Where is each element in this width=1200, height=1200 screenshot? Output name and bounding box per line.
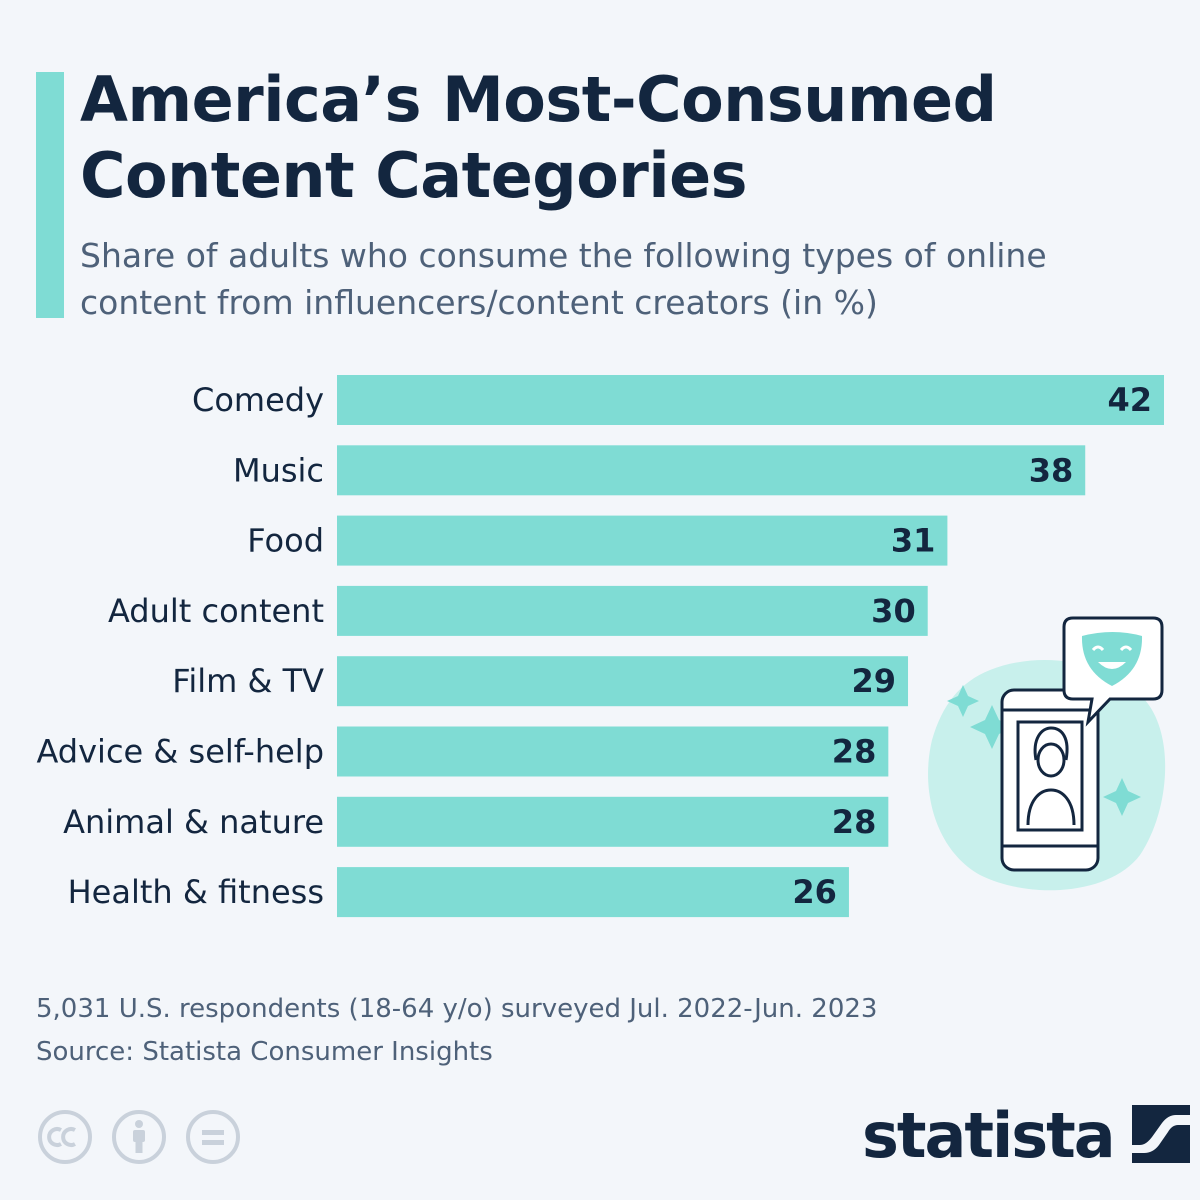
statista-logo-icon [1131,1105,1190,1167]
creative-commons-icon[interactable] [36,1108,94,1166]
chart-subtitle: Share of adults who consume the followin… [80,232,1170,326]
bar [337,656,909,707]
chart-title-line-1: America’s Most-Consumed [80,63,997,136]
statista-brand[interactable]: statista [862,1100,1190,1172]
license-icons [36,1108,242,1166]
chart-title: America’s Most-Consumed Content Categori… [80,62,1160,214]
category-label: Film & TV [172,662,324,700]
bar-value-label: 28 [832,733,877,771]
source-note: Source: Statista Consumer Insights [36,1037,493,1067]
bar-value-label: 31 [891,522,936,560]
category-label: Adult content [108,592,324,630]
creator-illustration [920,610,1180,904]
category-label: Health & fitness [68,873,324,911]
bar [337,445,1086,496]
category-label: Comedy [192,381,324,419]
category-label: Animal & nature [63,803,324,841]
category-label: Music [233,451,324,489]
bar [337,726,889,777]
bar [337,375,1164,425]
bar-chart: Comedy 42 Music 38 Food 31 Adult content 30 Film… [36,375,1164,918]
accent-bar [36,72,64,318]
category-label: Food [247,522,324,560]
no-derivatives-icon[interactable] [184,1108,242,1166]
bar [337,515,948,566]
comedy-mask-icon [1081,632,1143,686]
sparkle-icon [947,685,1141,816]
person-icon [1016,720,1084,832]
bar-value-label: 28 [832,803,877,841]
chart-title-line-2: Content Categories [80,139,748,212]
brand-wordmark: statista [862,1099,1116,1172]
bar-value-label: 29 [851,662,896,700]
bar-value-label: 42 [1107,381,1152,419]
bar [337,796,889,847]
category-label: Advice & self-help [36,733,324,771]
bar-value-label: 38 [1029,451,1074,489]
footnote: 5,031 U.S. respondents (18-64 y/o) surve… [36,988,1136,1074]
bar [337,585,928,636]
bar-value-label: 30 [871,592,916,630]
survey-note: 5,031 U.S. respondents (18-64 y/o) surve… [36,994,878,1024]
bar-value-label: 26 [792,873,837,911]
chart-subtitle-line-2: content from influencers/content creator… [80,283,878,322]
attribution-icon[interactable] [110,1108,168,1166]
chart-subtitle-line-1: Share of adults who consume the followin… [80,236,1047,275]
bar [337,867,849,918]
